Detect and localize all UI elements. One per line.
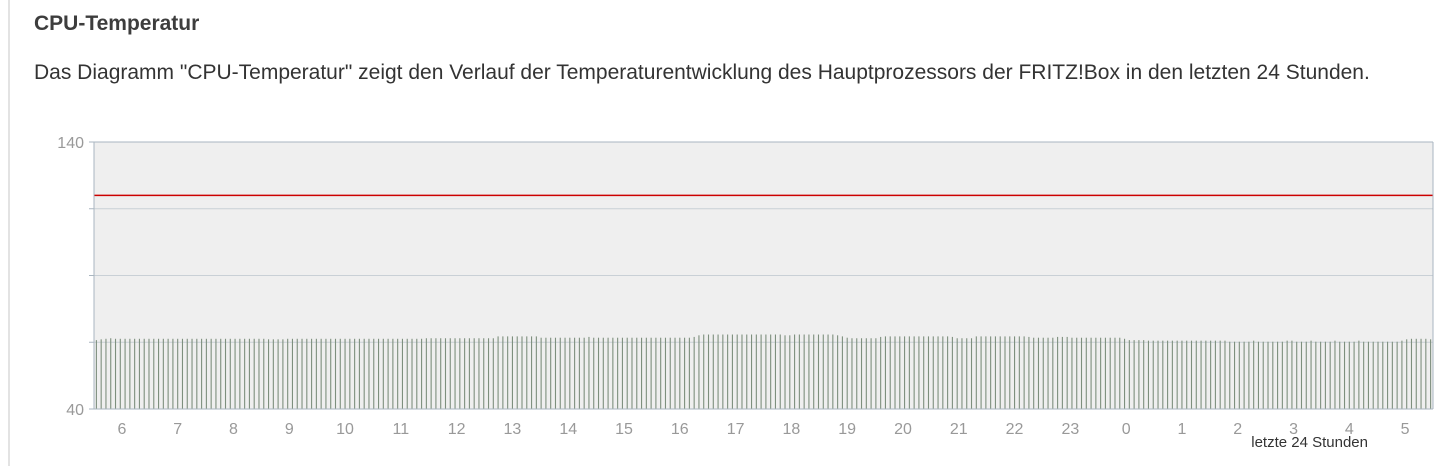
x-tick-label: 16 bbox=[671, 421, 689, 438]
y-axis-labels: 140 40 bbox=[57, 135, 84, 419]
y-tick-label-max: 140 bbox=[57, 135, 84, 152]
x-tick-label: 0 bbox=[1122, 421, 1131, 438]
x-tick-label: 15 bbox=[615, 421, 633, 438]
x-tick-label: 23 bbox=[1061, 421, 1079, 438]
x-axis-title: letzte 24 Stunden bbox=[1251, 434, 1368, 451]
x-tick-label: 12 bbox=[448, 421, 466, 438]
section-description: Das Diagramm "CPU-Temperatur" zeigt den … bbox=[34, 61, 1370, 84]
x-tick-label: 13 bbox=[504, 421, 522, 438]
left-divider bbox=[8, 0, 10, 466]
x-tick-label: 8 bbox=[229, 421, 238, 438]
x-tick-label: 10 bbox=[336, 421, 354, 438]
x-tick-label: 6 bbox=[117, 421, 126, 438]
chart-svg: 140 40 6 7 8 9 10 11 12 13 14 15 16 17 18 19 20 21 22 23 0… bbox=[57, 135, 1434, 451]
y-tick-label-min: 40 bbox=[66, 402, 84, 419]
x-tick-label: 21 bbox=[950, 421, 968, 438]
x-tick-label: 18 bbox=[783, 421, 801, 438]
x-tick-label: 2 bbox=[1233, 421, 1242, 438]
x-tick-label: 14 bbox=[559, 421, 577, 438]
x-tick-label: 3 bbox=[1289, 421, 1298, 438]
x-tick-label: 5 bbox=[1401, 421, 1410, 438]
x-tick-label: 1 bbox=[1177, 421, 1186, 438]
y-axis-ticks bbox=[89, 141, 94, 410]
x-tick-label: 4 bbox=[1345, 421, 1354, 438]
x-tick-label: 9 bbox=[285, 421, 294, 438]
x-tick-label: 22 bbox=[1006, 421, 1024, 438]
x-tick-label: 20 bbox=[894, 421, 912, 438]
x-tick-label: 11 bbox=[393, 421, 410, 438]
section-title: CPU-Temperatur bbox=[34, 12, 200, 35]
x-tick-label: 17 bbox=[727, 421, 745, 438]
temperature-bars bbox=[95, 334, 1432, 409]
grid-lines bbox=[94, 208, 1433, 343]
cpu-temperature-chart: 140 40 6 7 8 9 10 11 12 13 14 15 16 17 18 19 20 21 22 23 0… bbox=[0, 125, 1455, 466]
x-axis-hour-labels: 6 7 8 9 10 11 12 13 14 15 16 17 18 19 20 21 22 23 0 1 2 3 4 5 bbox=[117, 421, 1409, 438]
x-tick-label: 7 bbox=[173, 421, 182, 438]
x-tick-label: 19 bbox=[838, 421, 856, 438]
